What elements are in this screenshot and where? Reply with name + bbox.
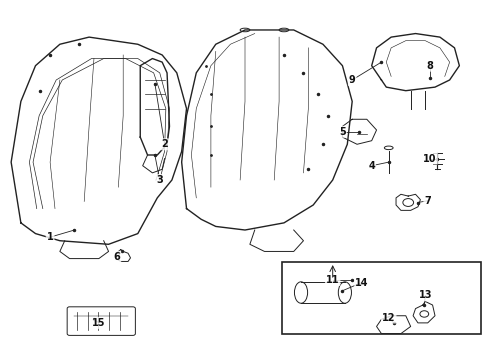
Text: 11: 11	[326, 275, 340, 285]
Text: 8: 8	[427, 61, 434, 71]
Text: 6: 6	[114, 252, 120, 262]
Text: 12: 12	[382, 312, 395, 323]
Bar	[282, 262, 481, 334]
Text: 15: 15	[92, 318, 105, 328]
Text: 7: 7	[424, 196, 431, 206]
Text: 10: 10	[423, 154, 437, 163]
Text: 4: 4	[368, 161, 375, 171]
Text: 3: 3	[156, 175, 163, 185]
Text: 9: 9	[349, 75, 356, 85]
Text: 2: 2	[161, 139, 168, 149]
Text: 5: 5	[339, 127, 346, 137]
Text: 1: 1	[47, 232, 53, 242]
Text: 13: 13	[418, 291, 432, 300]
Text: 14: 14	[355, 278, 368, 288]
